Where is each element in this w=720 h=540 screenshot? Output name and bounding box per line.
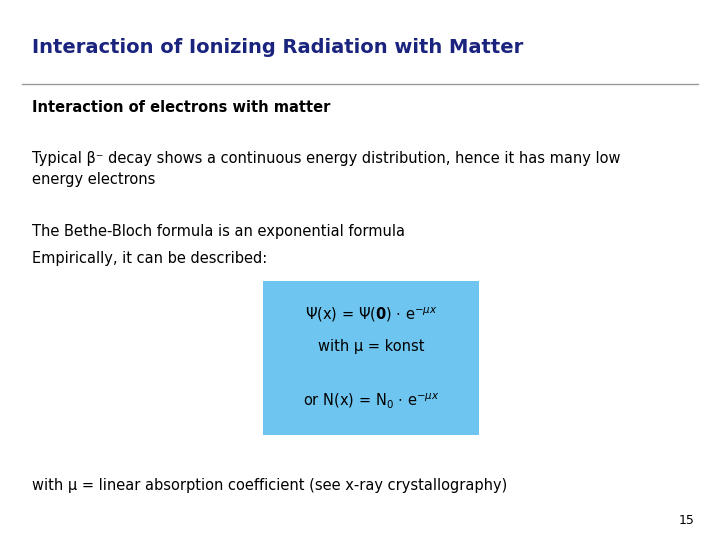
Text: Interaction of Ionizing Radiation with Matter: Interaction of Ionizing Radiation with M… — [32, 38, 523, 57]
Text: Typical β⁻ decay shows a continuous energy distribution, hence it has many low
e: Typical β⁻ decay shows a continuous ener… — [32, 151, 621, 187]
FancyBboxPatch shape — [263, 281, 479, 435]
Text: The Bethe-Bloch formula is an exponential formula: The Bethe-Bloch formula is an exponentia… — [32, 224, 405, 239]
Text: or N(x) = N$_0$ $\cdot$ e$^{-\mu x}$: or N(x) = N$_0$ $\cdot$ e$^{-\mu x}$ — [302, 392, 439, 410]
Text: with μ = konst: with μ = konst — [318, 340, 424, 354]
Text: with μ = linear absorption coefficient (see x-ray crystallography): with μ = linear absorption coefficient (… — [32, 478, 508, 493]
Text: Empirically, it can be described:: Empirically, it can be described: — [32, 251, 268, 266]
Text: 15: 15 — [679, 514, 695, 526]
Text: $\Psi$(x) = $\Psi$($\mathbf{0}$) $\cdot$ e$^{-\mu x}$: $\Psi$(x) = $\Psi$($\mathbf{0}$) $\cdot$… — [305, 305, 437, 323]
Text: Interaction of electrons with matter: Interaction of electrons with matter — [32, 100, 330, 115]
